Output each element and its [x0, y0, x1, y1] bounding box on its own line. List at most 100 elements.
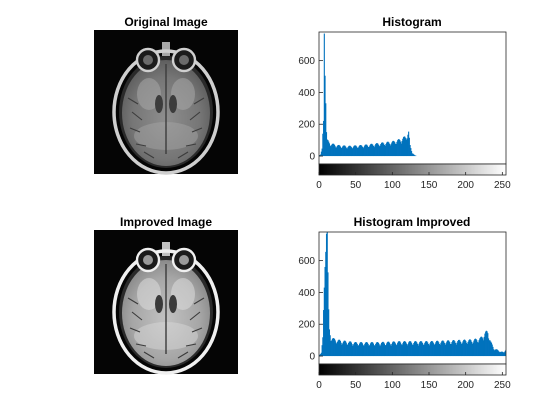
- bar: [413, 343, 415, 357]
- bar: [338, 339, 340, 357]
- bar: [439, 344, 441, 357]
- bar: [342, 343, 344, 357]
- bar: [341, 147, 343, 157]
- y-tick-label: 400: [298, 288, 315, 299]
- bar: [344, 340, 346, 357]
- bar: [378, 342, 380, 357]
- sulcus: [189, 311, 201, 321]
- bar: [368, 146, 370, 157]
- bar: [460, 343, 463, 357]
- bar: [328, 309, 330, 357]
- bar: [327, 272, 329, 357]
- bar: [492, 346, 494, 357]
- bar: [452, 340, 454, 357]
- bar: [383, 143, 385, 157]
- ventricle-right: [169, 295, 177, 313]
- bar: [319, 155, 321, 157]
- bar: [339, 145, 341, 157]
- bar: [358, 345, 360, 357]
- bar: [335, 147, 337, 157]
- bar: [345, 146, 347, 157]
- bar: [442, 340, 444, 357]
- histogram-improved-axes: 0 200 400 600 0 50 100 150 200 250: [298, 231, 511, 391]
- bar: [411, 153, 413, 157]
- bar: [380, 344, 382, 357]
- bar: [364, 344, 366, 357]
- bar: [451, 342, 453, 357]
- bar: [328, 143, 331, 157]
- bar: [397, 140, 399, 157]
- bar: [375, 342, 377, 357]
- bar: [323, 33, 325, 157]
- bar: [394, 343, 397, 357]
- grayscale-colorbar: [318, 363, 507, 376]
- sulcus: [135, 343, 147, 347]
- bar: [375, 343, 377, 357]
- bar: [415, 341, 417, 357]
- bar: [488, 338, 490, 357]
- bar: [382, 142, 384, 157]
- bar: [472, 342, 474, 357]
- bar: [347, 344, 349, 357]
- bar: [453, 340, 455, 357]
- bar: [495, 349, 497, 357]
- bar: [373, 147, 375, 157]
- bar: [386, 343, 388, 357]
- bar: [408, 131, 410, 157]
- bar: [376, 143, 378, 157]
- bar: [388, 341, 390, 357]
- bar: [328, 141, 330, 157]
- bar: [392, 140, 394, 157]
- bar: [473, 340, 475, 357]
- bar: [459, 340, 461, 357]
- bar: [329, 335, 331, 357]
- bar: [466, 343, 468, 357]
- bar: [321, 148, 323, 157]
- bar: [403, 136, 405, 157]
- bar: [383, 144, 386, 157]
- bar: [457, 340, 459, 357]
- bar: [390, 144, 392, 157]
- bar: [445, 343, 447, 357]
- bar: [362, 148, 364, 157]
- bar: [475, 338, 477, 357]
- bar: [390, 345, 392, 357]
- sulcus: [127, 97, 139, 105]
- bar: [410, 341, 412, 357]
- bar: [435, 341, 438, 357]
- bar: [391, 343, 393, 357]
- bar: [326, 232, 328, 357]
- bar: [344, 145, 346, 157]
- bar: [408, 341, 410, 357]
- bar: [400, 143, 402, 157]
- bar: [400, 342, 402, 357]
- bar: [433, 344, 435, 357]
- bar: [413, 155, 416, 157]
- bar: [349, 341, 351, 357]
- histogram-title: Histogram: [382, 15, 441, 29]
- white-matter-left: [137, 78, 161, 110]
- bar: [383, 342, 385, 357]
- white-matter-right: [171, 278, 195, 310]
- bar: [363, 146, 365, 157]
- bar: [500, 351, 502, 357]
- bar: [488, 340, 490, 357]
- bar: [433, 343, 435, 357]
- white-matter-right: [171, 78, 195, 110]
- bar: [350, 146, 352, 157]
- bar: [441, 340, 443, 357]
- bar: [471, 343, 474, 357]
- bar: [449, 343, 452, 357]
- sulcus: [131, 111, 143, 121]
- bar: [378, 144, 380, 157]
- sulcus: [143, 151, 155, 159]
- bar: [393, 341, 395, 357]
- bar: [341, 344, 343, 357]
- bar: [323, 120, 325, 157]
- bar: [436, 340, 438, 357]
- bar: [324, 75, 326, 157]
- bar: [404, 341, 406, 357]
- bar: [331, 143, 333, 157]
- bar: [405, 138, 407, 157]
- bar: [419, 342, 421, 357]
